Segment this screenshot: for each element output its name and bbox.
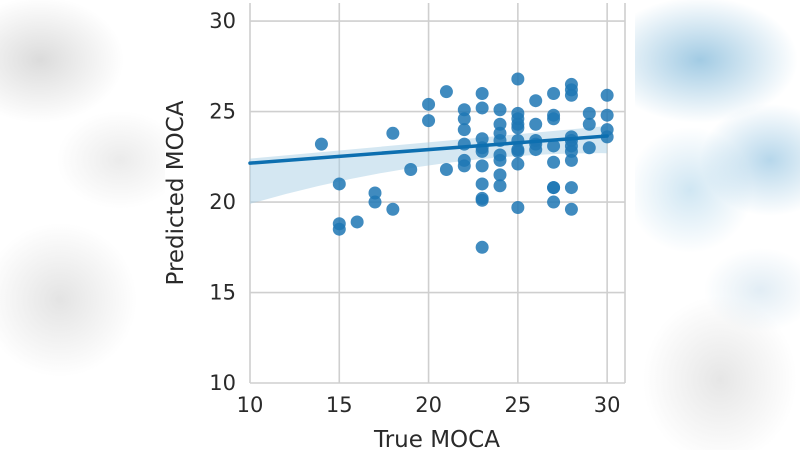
data-point-15	[457, 112, 471, 126]
data-point-13	[439, 162, 453, 176]
data-point-30	[493, 103, 507, 117]
data-point-4	[350, 215, 364, 229]
data-point-24	[475, 144, 489, 158]
data-point-1	[332, 177, 346, 191]
data-point-42	[511, 121, 525, 135]
data-point-0	[314, 137, 328, 151]
data-point-19	[457, 159, 471, 173]
y-tick-label-1: 15	[209, 281, 236, 305]
data-point-6	[368, 195, 382, 209]
data-point-5	[368, 186, 382, 200]
data-point-74	[600, 88, 614, 102]
scatter-chart: 10 15 20 25 30 10 15 20 25 30 True MOCA Predicte…	[165, 3, 626, 450]
data-point-63	[564, 88, 578, 102]
data-point-26	[475, 177, 489, 191]
data-point-20	[475, 86, 489, 100]
regression-line	[248, 134, 609, 165]
x-tick-label-3: 25	[504, 393, 531, 417]
data-point-9	[404, 162, 418, 176]
x-tick-labels: 10 15 20 25 30	[237, 393, 621, 417]
data-point-16	[457, 123, 471, 137]
data-point-7	[386, 126, 400, 140]
y-tick-label-3: 25	[209, 100, 236, 124]
data-point-37	[493, 179, 507, 193]
data-point-38	[511, 72, 525, 86]
chart-panel: 10 15 20 25 30 10 15 20 25 30 True MOCA Predicte…	[165, 0, 635, 450]
data-point-59	[547, 181, 561, 195]
data-point-60	[547, 195, 561, 209]
data-point-67	[564, 144, 578, 158]
data-point-52	[529, 143, 543, 157]
y-tick-label-0: 10	[209, 371, 236, 395]
data-point-11	[422, 114, 436, 128]
data-point-28	[475, 193, 489, 207]
x-tick-label-1: 15	[326, 393, 353, 417]
data-point-36	[493, 168, 507, 182]
x-tick-label-0: 10	[237, 393, 264, 417]
data-point-48	[529, 94, 543, 108]
data-point-14	[457, 103, 471, 117]
data-point-68	[564, 153, 578, 167]
data-point-22	[475, 132, 489, 146]
y-tick-labels: 10 15 20 25 30	[209, 9, 236, 395]
data-point-49	[529, 117, 543, 131]
data-point-55	[547, 112, 561, 126]
data-point-21	[475, 101, 489, 115]
x-tick-label-2: 20	[415, 393, 442, 417]
grid	[249, 3, 626, 384]
data-point-57	[547, 155, 561, 169]
scatter-points	[314, 72, 614, 254]
x-tick-label-4: 30	[594, 393, 621, 417]
data-point-8	[386, 202, 400, 216]
data-point-72	[582, 117, 596, 131]
data-point-25	[475, 159, 489, 173]
data-point-12	[439, 85, 453, 99]
data-point-53	[547, 86, 561, 100]
regression-line-group	[248, 134, 609, 165]
data-point-10	[422, 97, 436, 111]
data-point-45	[511, 144, 525, 158]
data-point-73	[582, 141, 596, 155]
y-tick-label-2: 20	[209, 190, 236, 214]
data-point-70	[564, 202, 578, 216]
data-point-47	[511, 200, 525, 214]
y-axis-label: Predicted MOCA	[165, 100, 189, 285]
data-point-75	[600, 108, 614, 122]
data-point-35	[493, 153, 507, 167]
data-point-69	[564, 181, 578, 195]
data-point-29	[475, 240, 489, 254]
x-axis-label: True MOCA	[373, 427, 500, 450]
data-point-31	[493, 117, 507, 131]
data-point-71	[582, 106, 596, 120]
y-tick-label-4: 30	[209, 9, 236, 33]
data-point-46	[511, 157, 525, 171]
data-point-56	[547, 139, 561, 153]
data-point-3	[332, 222, 346, 236]
